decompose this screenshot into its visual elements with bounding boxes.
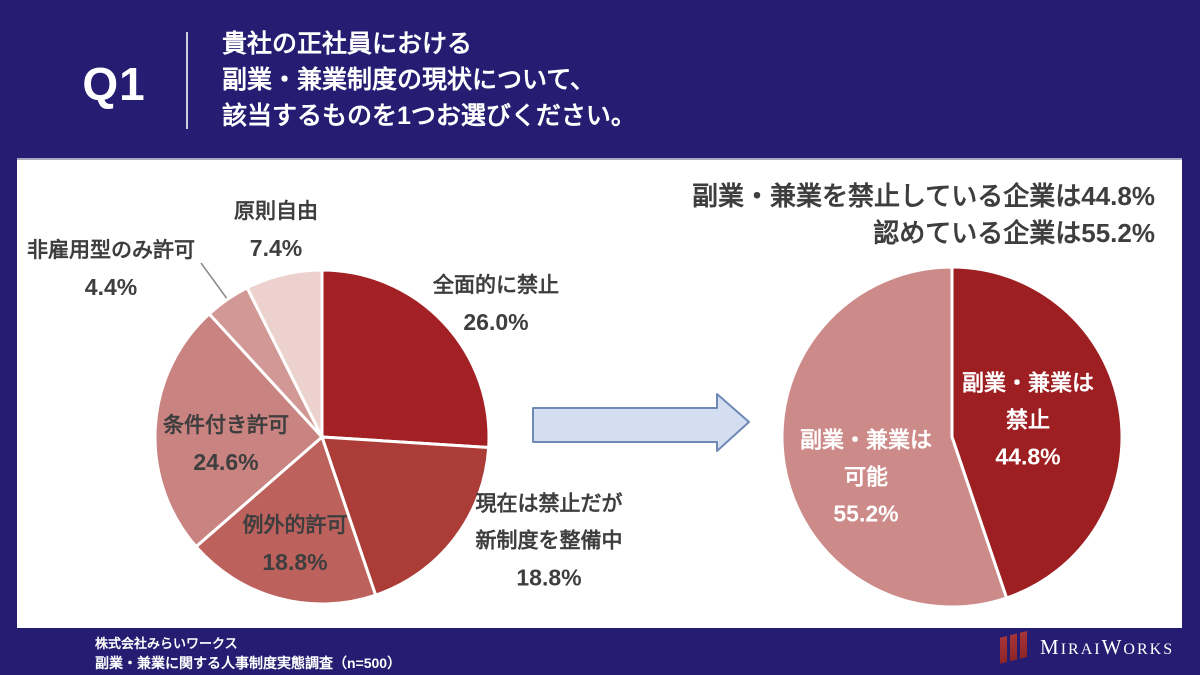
miraiworks-logo: MIRAIWORKS xyxy=(1000,631,1174,664)
pie-label-value: 44.8% xyxy=(995,443,1061,470)
pie-label-category: 原則自由 xyxy=(234,200,318,223)
footer-survey-name: 副業・兼業に関する人事制度実態調査（n=500） xyxy=(95,655,402,671)
pie-label-value: 4.4% xyxy=(84,274,138,300)
pie-label-reigaiteki-kyoka: 例外的許可 18.8% xyxy=(243,507,348,581)
pie-label-value: 55.2% xyxy=(833,500,899,527)
question-number: Q1 xyxy=(82,58,146,110)
logo-bar xyxy=(1010,633,1017,662)
arrow-right-icon xyxy=(532,393,750,452)
logo-letters: ORKS xyxy=(1123,640,1175,658)
pie-label-category: 全面的に禁止 xyxy=(433,274,559,297)
detail-pie-slice-3 xyxy=(153,312,324,549)
pie-label-category: 現在は禁止だが xyxy=(475,492,623,516)
detail-pie-slice-2 xyxy=(194,435,378,606)
pie-label-category: 副業・兼業は xyxy=(961,370,1095,396)
detail-pie xyxy=(153,268,491,606)
summary-headline-line-1: 副業・兼業を禁止している企業は44.8% xyxy=(692,181,1155,211)
question-title-line-1: 貴社の正社員における xyxy=(222,30,473,58)
miraiworks-logo-icon xyxy=(1000,630,1030,664)
pie-label-category: 非雇用型のみ許可 xyxy=(27,239,195,262)
pie-label-value: 26.0% xyxy=(463,309,529,335)
pie-label-category: 例外的許可 xyxy=(242,514,348,537)
footer-company-name: 株式会社みらいワークス xyxy=(95,636,238,651)
pie-label-jokentsuki-kyoka: 条件付き許可 24.6% xyxy=(163,407,289,481)
pie-label-category: 副業・兼業は xyxy=(799,427,933,453)
summary-headline-line-2: 認めている企業は55.2% xyxy=(873,218,1155,248)
question-title: 貴社の正社員における 副業・兼業制度の現状について、 該当するものを1つお選びく… xyxy=(222,26,636,134)
logo-letters: IRAI xyxy=(1060,640,1102,658)
pie-label-category: 禁止 xyxy=(1005,407,1051,433)
pie-label-value: 18.8% xyxy=(516,564,582,591)
pie-label-fukugyo-kinshi: 副業・兼業は 禁止 44.8% xyxy=(962,365,1094,476)
pie-label-value: 24.6% xyxy=(193,449,259,475)
pie-label-genzai-kinshi-seibichu: 現在は禁止だが 新制度を整備中 18.8% xyxy=(476,486,623,597)
question-title-line-2: 副業・兼業制度の現状について、 xyxy=(222,66,596,94)
pie-label-value: 7.4% xyxy=(249,235,303,261)
logo-bar xyxy=(1020,631,1027,659)
pie-label-fukugyo-kano: 副業・兼業は 可能 55.2% xyxy=(800,422,932,533)
footer-credits: 株式会社みらいワークス 副業・兼業に関する人事制度実態調査（n=500） xyxy=(95,634,401,673)
detail-pie-slice-5 xyxy=(245,268,324,439)
summary-pie xyxy=(780,265,1124,609)
summary-pie-slice-1 xyxy=(780,265,1009,609)
pie-label-category: 新制度を整備中 xyxy=(475,529,623,553)
logo-letter: W xyxy=(1101,634,1124,659)
pie-label-hikoyogata-kyoka: 非雇用型のみ許可 4.4% xyxy=(27,232,195,306)
summary-headline: 副業・兼業を禁止している企業は44.8% 認めている企業は55.2% xyxy=(692,178,1155,252)
pie-label-zenmenteki-kinshi: 全面的に禁止 26.0% xyxy=(433,267,559,341)
pie-label-category: 可能 xyxy=(843,464,889,490)
header-divider-line xyxy=(186,32,188,129)
pie-label-gensoku-jiyu: 原則自由 7.4% xyxy=(234,193,318,267)
detail-pie-slice-0 xyxy=(320,268,491,449)
pie-label-category: 条件付き許可 xyxy=(163,414,289,437)
pie-label-value: 18.8% xyxy=(262,549,328,575)
question-title-line-3: 該当するものを1つお選びください。 xyxy=(222,102,636,130)
logo-letter: M xyxy=(1040,634,1061,659)
logo-bar xyxy=(1000,635,1007,664)
miraiworks-logo-text: MIRAIWORKS xyxy=(1040,635,1174,660)
summary-pie-slice-0 xyxy=(950,265,1124,600)
